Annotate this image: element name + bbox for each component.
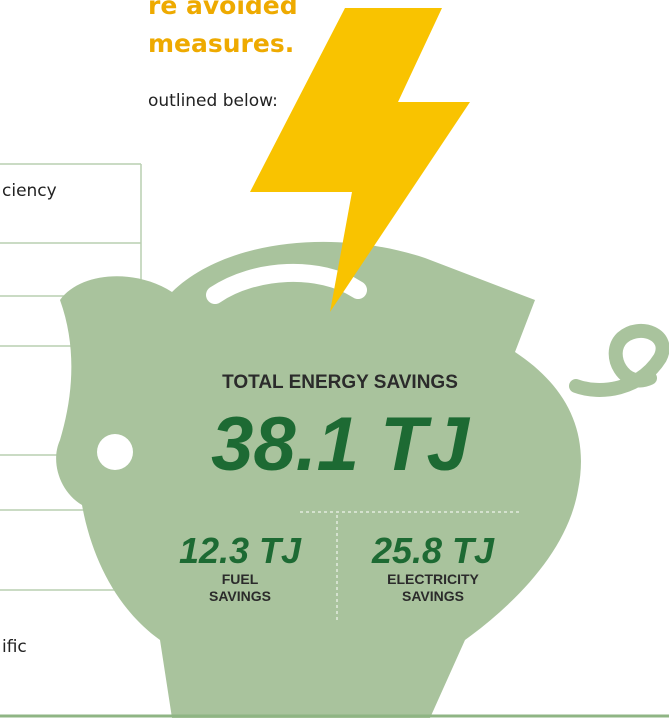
heading-line: measures. [148, 29, 294, 58]
electricity-value: 25.8 TJ [371, 530, 495, 571]
pig-tail [576, 331, 663, 390]
fuel-label: FUEL [222, 571, 259, 587]
table-cell: ciency [2, 181, 57, 201]
electricity-label: ELECTRICITY [387, 571, 479, 587]
intro-text: outlined below: [148, 91, 278, 111]
total-value: 38.1 TJ [211, 402, 470, 487]
electricity-label: SAVINGS [402, 588, 464, 604]
heading-line: re avoided [148, 0, 298, 20]
total-label: TOTAL ENERGY SAVINGS [222, 372, 458, 393]
pig-nostril [97, 434, 133, 470]
fuel-value: 12.3 TJ [179, 530, 302, 571]
table-cell: ific [2, 637, 27, 657]
infographic: re avoided measures. outlined below: cie… [0, 0, 669, 718]
fuel-label: SAVINGS [209, 588, 271, 604]
